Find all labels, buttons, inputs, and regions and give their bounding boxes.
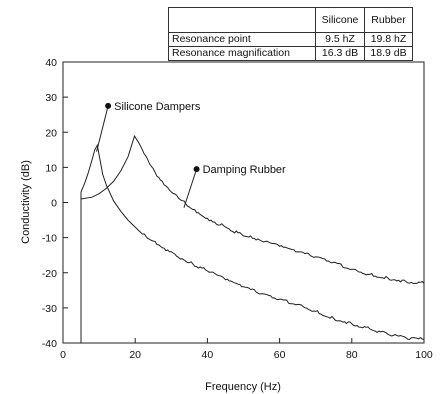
series-lines [80, 134, 425, 343]
y-tick-label: -20 [42, 268, 57, 280]
table-row: Resonance point 9.5 hZ 19.8 hZ [168, 32, 413, 47]
x-tick-label: 20 [129, 349, 141, 361]
cell-silicone-resonance-point: 9.5 hZ [315, 32, 365, 47]
y-tick-label: -30 [42, 303, 57, 315]
annotation-dot-rubber [193, 166, 200, 173]
series-line-silicone [80, 143, 425, 343]
y-tick-label: 20 [45, 127, 57, 139]
x-axis-label: Frequency (Hz) [205, 381, 281, 393]
x-tick-label: 40 [202, 349, 214, 361]
cell-silicone-resonance-magnification: 16.3 dB [315, 46, 365, 61]
y-axis-label: Conductivity (dB) [20, 160, 32, 244]
x-tick-label: 60 [274, 349, 286, 361]
y-tick-label: 10 [45, 162, 57, 174]
y-tick-label: 30 [45, 92, 57, 104]
y-tick-label: 40 [45, 57, 57, 69]
axis-ticks: -40 -30 -20 -10 0 10 20 30 40 0 20 40 60 80 100 [42, 57, 433, 361]
annotations: Silicone Dampers Damping Rubber [96, 101, 286, 208]
table-header-silicone: Silicone [315, 7, 365, 33]
table-header-row: Silicone Rubber [168, 7, 413, 33]
table-row: Resonance magnification 16.3 dB 18.9 dB [168, 46, 413, 61]
annotation-leader-silicone [96, 105, 109, 152]
series-line-rubber [80, 134, 425, 285]
row-label-resonance-point: Resonance point [168, 32, 316, 47]
row-label-resonance-magnification: Resonance magnification [168, 46, 316, 61]
resonance-table: Silicone Rubber Resonance point 9.5 hZ 1… [168, 7, 413, 61]
annotation-dot-silicone [105, 102, 112, 109]
table-header-empty [168, 7, 316, 33]
cell-rubber-resonance-magnification: 18.9 dB [364, 46, 413, 61]
x-tick-label: 100 [415, 349, 433, 361]
annotation-label-silicone: Silicone Dampers [114, 101, 201, 113]
annotation-label-rubber: Damping Rubber [203, 164, 286, 176]
cell-rubber-resonance-point: 19.8 hZ [364, 32, 413, 47]
x-tick-label: 80 [346, 349, 358, 361]
annotation-leader-rubber [183, 168, 198, 208]
x-tick-label: 0 [60, 349, 66, 361]
y-tick-label: 0 [51, 198, 57, 210]
table-header-rubber: Rubber [364, 7, 413, 33]
y-tick-label: -40 [42, 338, 57, 350]
y-tick-label: -10 [42, 233, 57, 245]
